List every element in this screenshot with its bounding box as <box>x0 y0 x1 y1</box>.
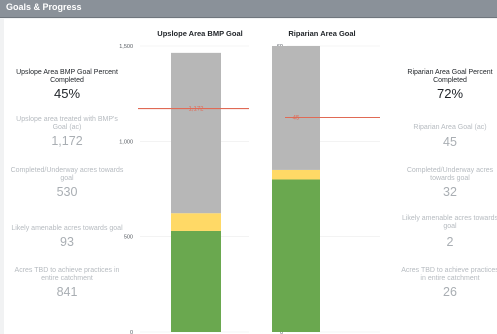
stat-label: Completed/Underway acres towards goal <box>10 167 124 182</box>
stat-value: 45 <box>443 135 457 149</box>
stat-value: 2 <box>446 235 454 249</box>
bar-segment-2 <box>171 52 221 214</box>
section-header: Goals & Progress <box>0 0 497 18</box>
bar-segment-0 <box>171 230 221 332</box>
goal-label: 1,172 <box>188 107 204 113</box>
stat-label: Upslope Area BMP Goal Percent Completed <box>16 69 118 84</box>
bar-segment-1 <box>171 213 221 231</box>
goal-label: 45 <box>293 116 300 122</box>
y-tick-label: 0 <box>130 330 133 334</box>
stat-value: 26 <box>443 285 457 299</box>
stat-value: 32 <box>443 185 457 199</box>
chart-title-upslope: Upslope Area BMP Goal <box>157 29 243 38</box>
stat-label: Acres TBD to achieve practices in entire… <box>401 267 497 282</box>
chart-title-riparian: Riparian Area Goal <box>288 29 356 38</box>
bar-segment-2 <box>272 46 320 170</box>
bar-segment-1 <box>272 169 320 180</box>
y-tick-label: 1,500 <box>119 44 133 50</box>
stat-value: 841 <box>56 285 78 299</box>
stat-label: Likely amenable acres towards goal <box>11 225 123 232</box>
stat-label: Riparian Area Goal (ac) <box>413 124 487 131</box>
stat-label: Riparian Area Goal Percent Completed <box>407 69 493 84</box>
stat-value: 93 <box>60 235 74 249</box>
stat-label: Completed/Underway acres towards goal <box>406 167 494 182</box>
upslope-bar-chart: 0 500 1,000 1,500 1,172 <box>119 44 249 334</box>
stat-value: 1,172 <box>51 134 83 148</box>
stat-value: 530 <box>56 185 78 199</box>
stat-value: 72% <box>436 86 464 101</box>
bar-segment-0 <box>272 179 320 332</box>
riparian-bar-chart: 020406045 <box>272 44 380 334</box>
goals-panel: Upslope Area BMP Goal Percent Completed … <box>4 19 497 334</box>
y-tick-label: 1,000 <box>119 139 133 145</box>
stat-value: 45% <box>53 86 81 101</box>
section-title: Goals & Progress <box>6 2 82 12</box>
stat-label: Likely amenable acres towards goal <box>401 215 497 230</box>
y-tick-label: 500 <box>124 235 133 241</box>
stat-label: Upslope area treated with BMP's Goal (ac… <box>16 116 118 131</box>
stat-label: Acres TBD to achieve practices in entire… <box>14 267 120 282</box>
